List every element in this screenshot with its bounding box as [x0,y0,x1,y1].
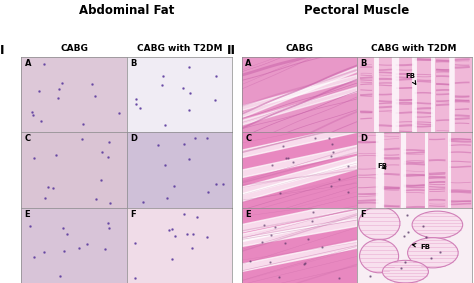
Text: CABG: CABG [60,44,88,53]
Bar [396,57,413,132]
Text: CABG: CABG [285,44,313,53]
Text: F: F [360,210,366,219]
Bar [359,57,374,132]
Text: B: B [360,59,366,68]
Text: FB: FB [405,73,416,84]
Text: FB: FB [412,244,430,250]
Bar [428,132,447,207]
Bar [454,57,470,132]
Ellipse shape [412,211,463,238]
Bar [382,132,401,207]
Text: FB: FB [377,163,387,169]
Text: C: C [245,134,251,143]
Text: Pectoral Muscle: Pectoral Muscle [304,4,410,17]
Ellipse shape [358,207,400,240]
Text: E: E [25,210,30,219]
Bar [377,57,393,132]
Text: CABG with T2DM: CABG with T2DM [137,44,222,53]
Ellipse shape [408,238,458,268]
Bar [358,132,379,207]
Text: II: II [227,44,236,57]
Text: Abdominal Fat: Abdominal Fat [79,4,174,17]
Ellipse shape [360,240,399,273]
Text: CABG with T2DM: CABG with T2DM [372,44,457,53]
Text: A: A [245,59,252,68]
Ellipse shape [383,260,428,283]
Text: E: E [245,210,251,219]
Text: D: D [360,134,367,143]
Bar [449,132,471,207]
Text: B: B [130,59,137,68]
Text: F: F [130,210,136,219]
Bar [403,132,425,207]
Text: A: A [25,59,31,68]
Bar [415,57,433,132]
Text: C: C [25,134,31,143]
Text: I: I [0,44,5,57]
Text: D: D [130,134,137,143]
Bar [435,57,451,132]
